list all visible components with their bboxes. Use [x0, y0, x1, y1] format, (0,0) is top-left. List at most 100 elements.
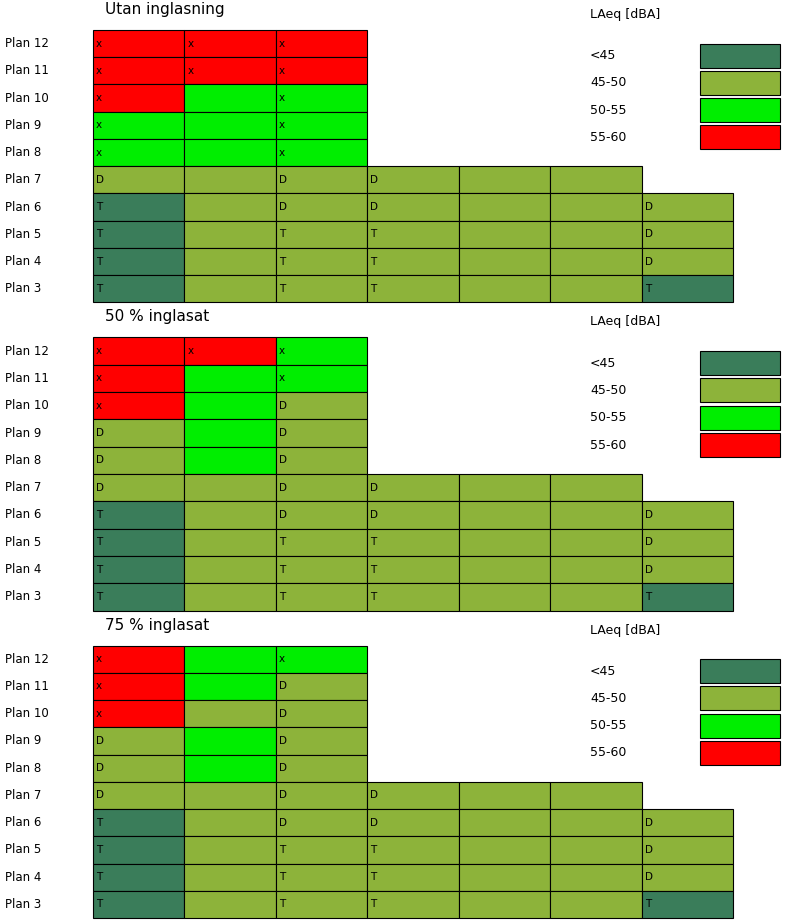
Bar — [93, 809, 184, 836]
Text: D: D — [644, 872, 652, 882]
Text: x: x — [96, 120, 102, 130]
Bar — [93, 891, 184, 918]
Text: Plan 4: Plan 4 — [5, 255, 41, 268]
Bar — [642, 529, 732, 556]
Bar — [275, 30, 367, 57]
Text: Plan 8: Plan 8 — [5, 454, 41, 467]
Bar — [699, 351, 779, 375]
Text: 45-50: 45-50 — [589, 384, 626, 397]
Bar — [275, 673, 367, 701]
Bar — [184, 836, 275, 864]
Bar — [550, 275, 642, 303]
Text: T: T — [279, 257, 285, 267]
Bar — [642, 248, 732, 275]
Bar — [275, 646, 367, 673]
Bar — [459, 864, 550, 891]
Bar — [699, 43, 779, 67]
Text: 50 % inglasat: 50 % inglasat — [105, 309, 209, 324]
Bar — [93, 529, 184, 556]
Text: 55-60: 55-60 — [589, 131, 626, 144]
Text: D: D — [279, 428, 287, 438]
Text: 45-50: 45-50 — [589, 692, 626, 705]
Bar — [550, 809, 642, 836]
Text: Plan 11: Plan 11 — [5, 65, 49, 78]
Bar — [184, 583, 275, 611]
Text: Plan 3: Plan 3 — [5, 898, 41, 911]
Text: D: D — [279, 681, 287, 691]
Text: T: T — [370, 257, 377, 267]
Bar — [275, 419, 367, 447]
Text: T: T — [644, 899, 650, 909]
Bar — [459, 529, 550, 556]
Text: T: T — [279, 229, 285, 239]
Bar — [184, 474, 275, 501]
Text: x: x — [96, 709, 102, 719]
Bar — [184, 447, 275, 474]
Text: D: D — [644, 229, 652, 239]
Text: D: D — [370, 174, 378, 185]
Bar — [367, 166, 459, 194]
Text: Plan 12: Plan 12 — [5, 37, 49, 50]
Bar — [367, 221, 459, 248]
Bar — [93, 673, 184, 701]
Text: Plan 8: Plan 8 — [5, 146, 41, 159]
Bar — [93, 194, 184, 221]
Bar — [699, 406, 779, 430]
Text: D: D — [644, 565, 652, 575]
Bar — [93, 701, 184, 727]
Text: T: T — [96, 229, 102, 239]
Bar — [367, 583, 459, 611]
Text: D: D — [279, 510, 287, 520]
Bar — [93, 112, 184, 139]
Text: x: x — [279, 66, 285, 76]
Bar — [642, 501, 732, 529]
Text: D: D — [96, 790, 104, 800]
Bar — [184, 338, 275, 365]
Text: 50-55: 50-55 — [589, 103, 626, 116]
Bar — [699, 71, 779, 95]
Bar — [184, 221, 275, 248]
Text: D: D — [644, 845, 652, 855]
Bar — [184, 501, 275, 529]
Text: D: D — [279, 790, 287, 800]
Bar — [275, 447, 367, 474]
Bar — [275, 248, 367, 275]
Text: x: x — [279, 654, 285, 665]
Text: 50-55: 50-55 — [589, 412, 626, 425]
Bar — [275, 474, 367, 501]
Text: LAeq [dBA]: LAeq [dBA] — [589, 624, 659, 637]
Text: Plan 5: Plan 5 — [5, 844, 41, 857]
Text: x: x — [279, 346, 285, 356]
Bar — [642, 556, 732, 583]
Bar — [275, 338, 367, 365]
Bar — [184, 809, 275, 836]
Bar — [184, 248, 275, 275]
Bar — [459, 583, 550, 611]
Text: D: D — [96, 428, 104, 438]
Bar — [275, 836, 367, 864]
Text: D: D — [279, 483, 287, 493]
Bar — [275, 891, 367, 918]
Text: Plan 11: Plan 11 — [5, 680, 49, 693]
Text: x: x — [187, 66, 194, 76]
Text: T: T — [644, 592, 650, 602]
Text: T: T — [279, 565, 285, 575]
Text: <45: <45 — [589, 49, 616, 62]
Text: T: T — [96, 845, 102, 855]
Text: x: x — [279, 148, 285, 158]
Text: T: T — [96, 257, 102, 267]
Bar — [550, 891, 642, 918]
Bar — [550, 474, 642, 501]
Bar — [93, 221, 184, 248]
Text: T: T — [370, 872, 377, 882]
Bar — [459, 836, 550, 864]
Text: x: x — [96, 66, 102, 76]
Bar — [699, 433, 779, 457]
Bar — [459, 501, 550, 529]
Bar — [642, 275, 732, 303]
Text: D: D — [370, 202, 378, 212]
Text: <45: <45 — [589, 665, 616, 677]
Text: Plan 5: Plan 5 — [5, 536, 41, 549]
Text: x: x — [187, 346, 194, 356]
Bar — [550, 782, 642, 809]
